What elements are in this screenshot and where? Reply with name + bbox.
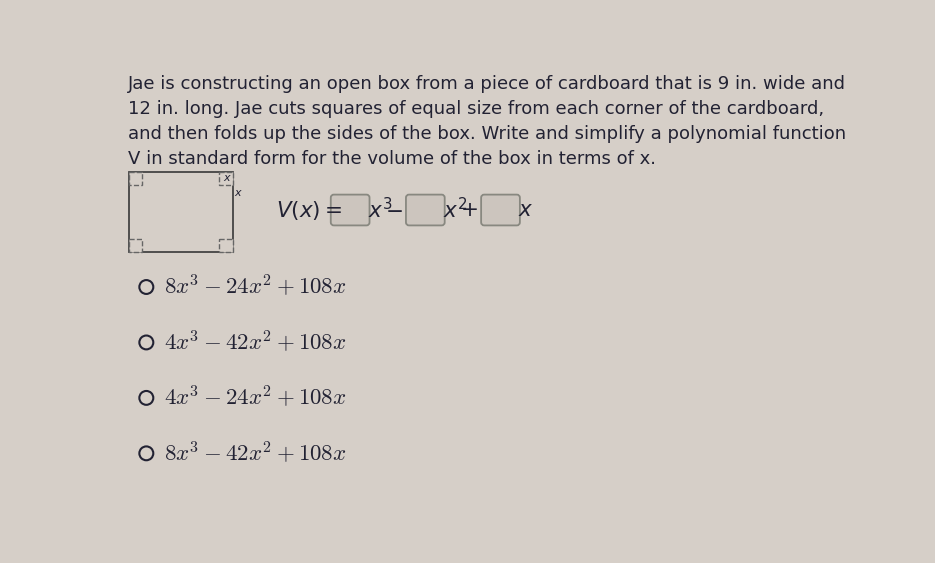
Text: $x$: $x$ bbox=[518, 200, 534, 220]
Text: $x^2$: $x^2$ bbox=[443, 198, 468, 222]
Text: $8x^3 - 42x^2 + 108x$: $8x^3 - 42x^2 + 108x$ bbox=[165, 440, 347, 466]
Text: $4x^3 - 42x^2 + 108x$: $4x^3 - 42x^2 + 108x$ bbox=[165, 329, 347, 355]
Text: $V(x) =$: $V(x) =$ bbox=[276, 199, 342, 221]
Text: $4x^3 - 24x^2 + 108x$: $4x^3 - 24x^2 + 108x$ bbox=[165, 385, 347, 411]
Text: x: x bbox=[223, 173, 229, 183]
FancyBboxPatch shape bbox=[331, 195, 369, 225]
FancyBboxPatch shape bbox=[406, 195, 445, 225]
Text: Jae is constructing an open box from a piece of cardboard that is 9 in. wide and: Jae is constructing an open box from a p… bbox=[128, 75, 846, 168]
Text: $x^3$: $x^3$ bbox=[368, 198, 393, 222]
Text: x: x bbox=[235, 189, 241, 198]
FancyBboxPatch shape bbox=[128, 172, 233, 252]
FancyBboxPatch shape bbox=[482, 195, 520, 225]
Text: $+$: $+$ bbox=[460, 200, 478, 220]
FancyBboxPatch shape bbox=[128, 239, 142, 252]
FancyBboxPatch shape bbox=[219, 239, 233, 252]
Text: $8x^3 - 24x^2 + 108x$: $8x^3 - 24x^2 + 108x$ bbox=[165, 274, 347, 300]
Text: $-$: $-$ bbox=[385, 200, 403, 220]
FancyBboxPatch shape bbox=[128, 172, 142, 185]
FancyBboxPatch shape bbox=[219, 172, 233, 185]
